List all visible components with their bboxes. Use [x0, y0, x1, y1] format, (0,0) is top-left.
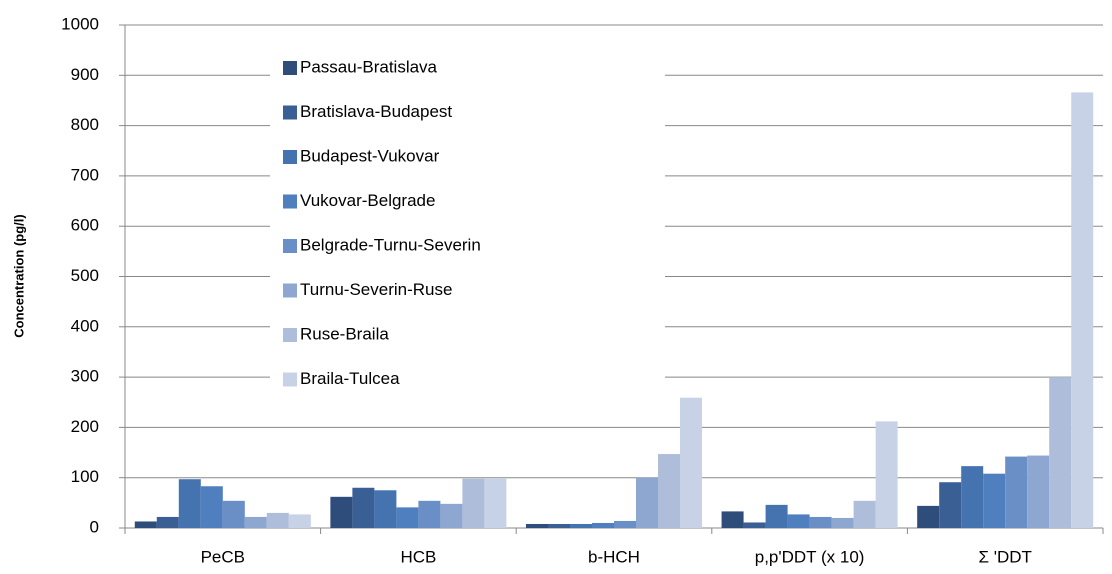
legend-swatch: [283, 372, 297, 387]
bar: [418, 500, 441, 528]
legend-label: Ruse-Braila: [300, 324, 389, 343]
x-tick-label: Σ 'DDT: [978, 547, 1031, 566]
bar: [743, 522, 766, 528]
bar: [787, 514, 810, 528]
bar: [658, 454, 681, 528]
y-tick-label: 700: [71, 165, 99, 184]
bar: [396, 507, 419, 528]
bar: [939, 482, 962, 528]
legend-label: Passau-Bratislava: [300, 57, 438, 76]
y-axis-label: Concentration (pg/l): [11, 214, 26, 338]
bar: [156, 516, 179, 528]
legend-swatch: [283, 194, 297, 209]
x-tick-label: p,p'DDT (x 10): [755, 547, 865, 566]
legend-label: Bratislava-Budapest: [300, 102, 452, 121]
y-tick-label: 0: [90, 517, 99, 536]
x-tick-label: PeCB: [201, 547, 245, 566]
y-tick-label: 200: [71, 417, 99, 436]
bar: [591, 522, 614, 528]
bar: [831, 517, 854, 528]
bar: [244, 516, 267, 528]
bar: [1027, 455, 1050, 528]
bar: [547, 523, 570, 528]
y-tick-label: 900: [71, 65, 99, 84]
bar: [134, 521, 157, 528]
bar: [1071, 92, 1094, 528]
legend-swatch: [283, 61, 297, 75]
bar: [484, 478, 507, 528]
bar: [178, 479, 201, 528]
bar: [983, 473, 1006, 528]
bar: [636, 477, 659, 528]
bar: [853, 500, 876, 528]
bar: [1005, 456, 1028, 528]
y-tick-label: 1000: [61, 14, 99, 33]
legend-swatch: [283, 150, 297, 164]
legend-swatch: [283, 328, 297, 342]
legend-swatch: [283, 283, 297, 298]
y-tick-label: 500: [71, 266, 99, 285]
bar: [680, 397, 703, 528]
bar: [352, 487, 375, 528]
legend-label: Braila-Tulcea: [300, 369, 400, 388]
bar: [374, 490, 397, 528]
legend-label: Turnu-Severin-Ruse: [300, 280, 452, 299]
bar: [809, 516, 832, 528]
bar: [330, 496, 353, 528]
bar: [721, 511, 744, 528]
legend-label: Belgrade-Turnu-Severin: [300, 235, 481, 254]
y-tick-label: 400: [71, 316, 99, 335]
bar: [200, 486, 223, 528]
legend-label: Vukovar-Belgrade: [300, 191, 435, 210]
y-tick-label: 800: [71, 115, 99, 134]
x-tick-label: b-HCH: [588, 547, 640, 566]
bar: [917, 505, 940, 528]
bar: [961, 466, 984, 528]
bar: [569, 523, 592, 528]
legend-box: [270, 45, 665, 400]
bar: [765, 504, 788, 528]
bar: [222, 500, 245, 528]
x-tick-label: HCB: [400, 547, 436, 566]
bar: [288, 514, 311, 528]
legend-swatch: [283, 239, 297, 253]
y-tick-label: 300: [71, 367, 99, 386]
bar: [462, 478, 485, 528]
bar: [440, 503, 463, 528]
bar: [266, 512, 289, 528]
bar: [614, 520, 637, 528]
legend-label: Budapest-Vukovar: [300, 146, 440, 165]
legend-swatch: [283, 105, 297, 120]
y-tick-label: 600: [71, 216, 99, 235]
bar: [875, 421, 898, 528]
bar: [525, 523, 548, 528]
y-tick-label: 100: [71, 467, 99, 486]
bar: [1049, 377, 1072, 528]
